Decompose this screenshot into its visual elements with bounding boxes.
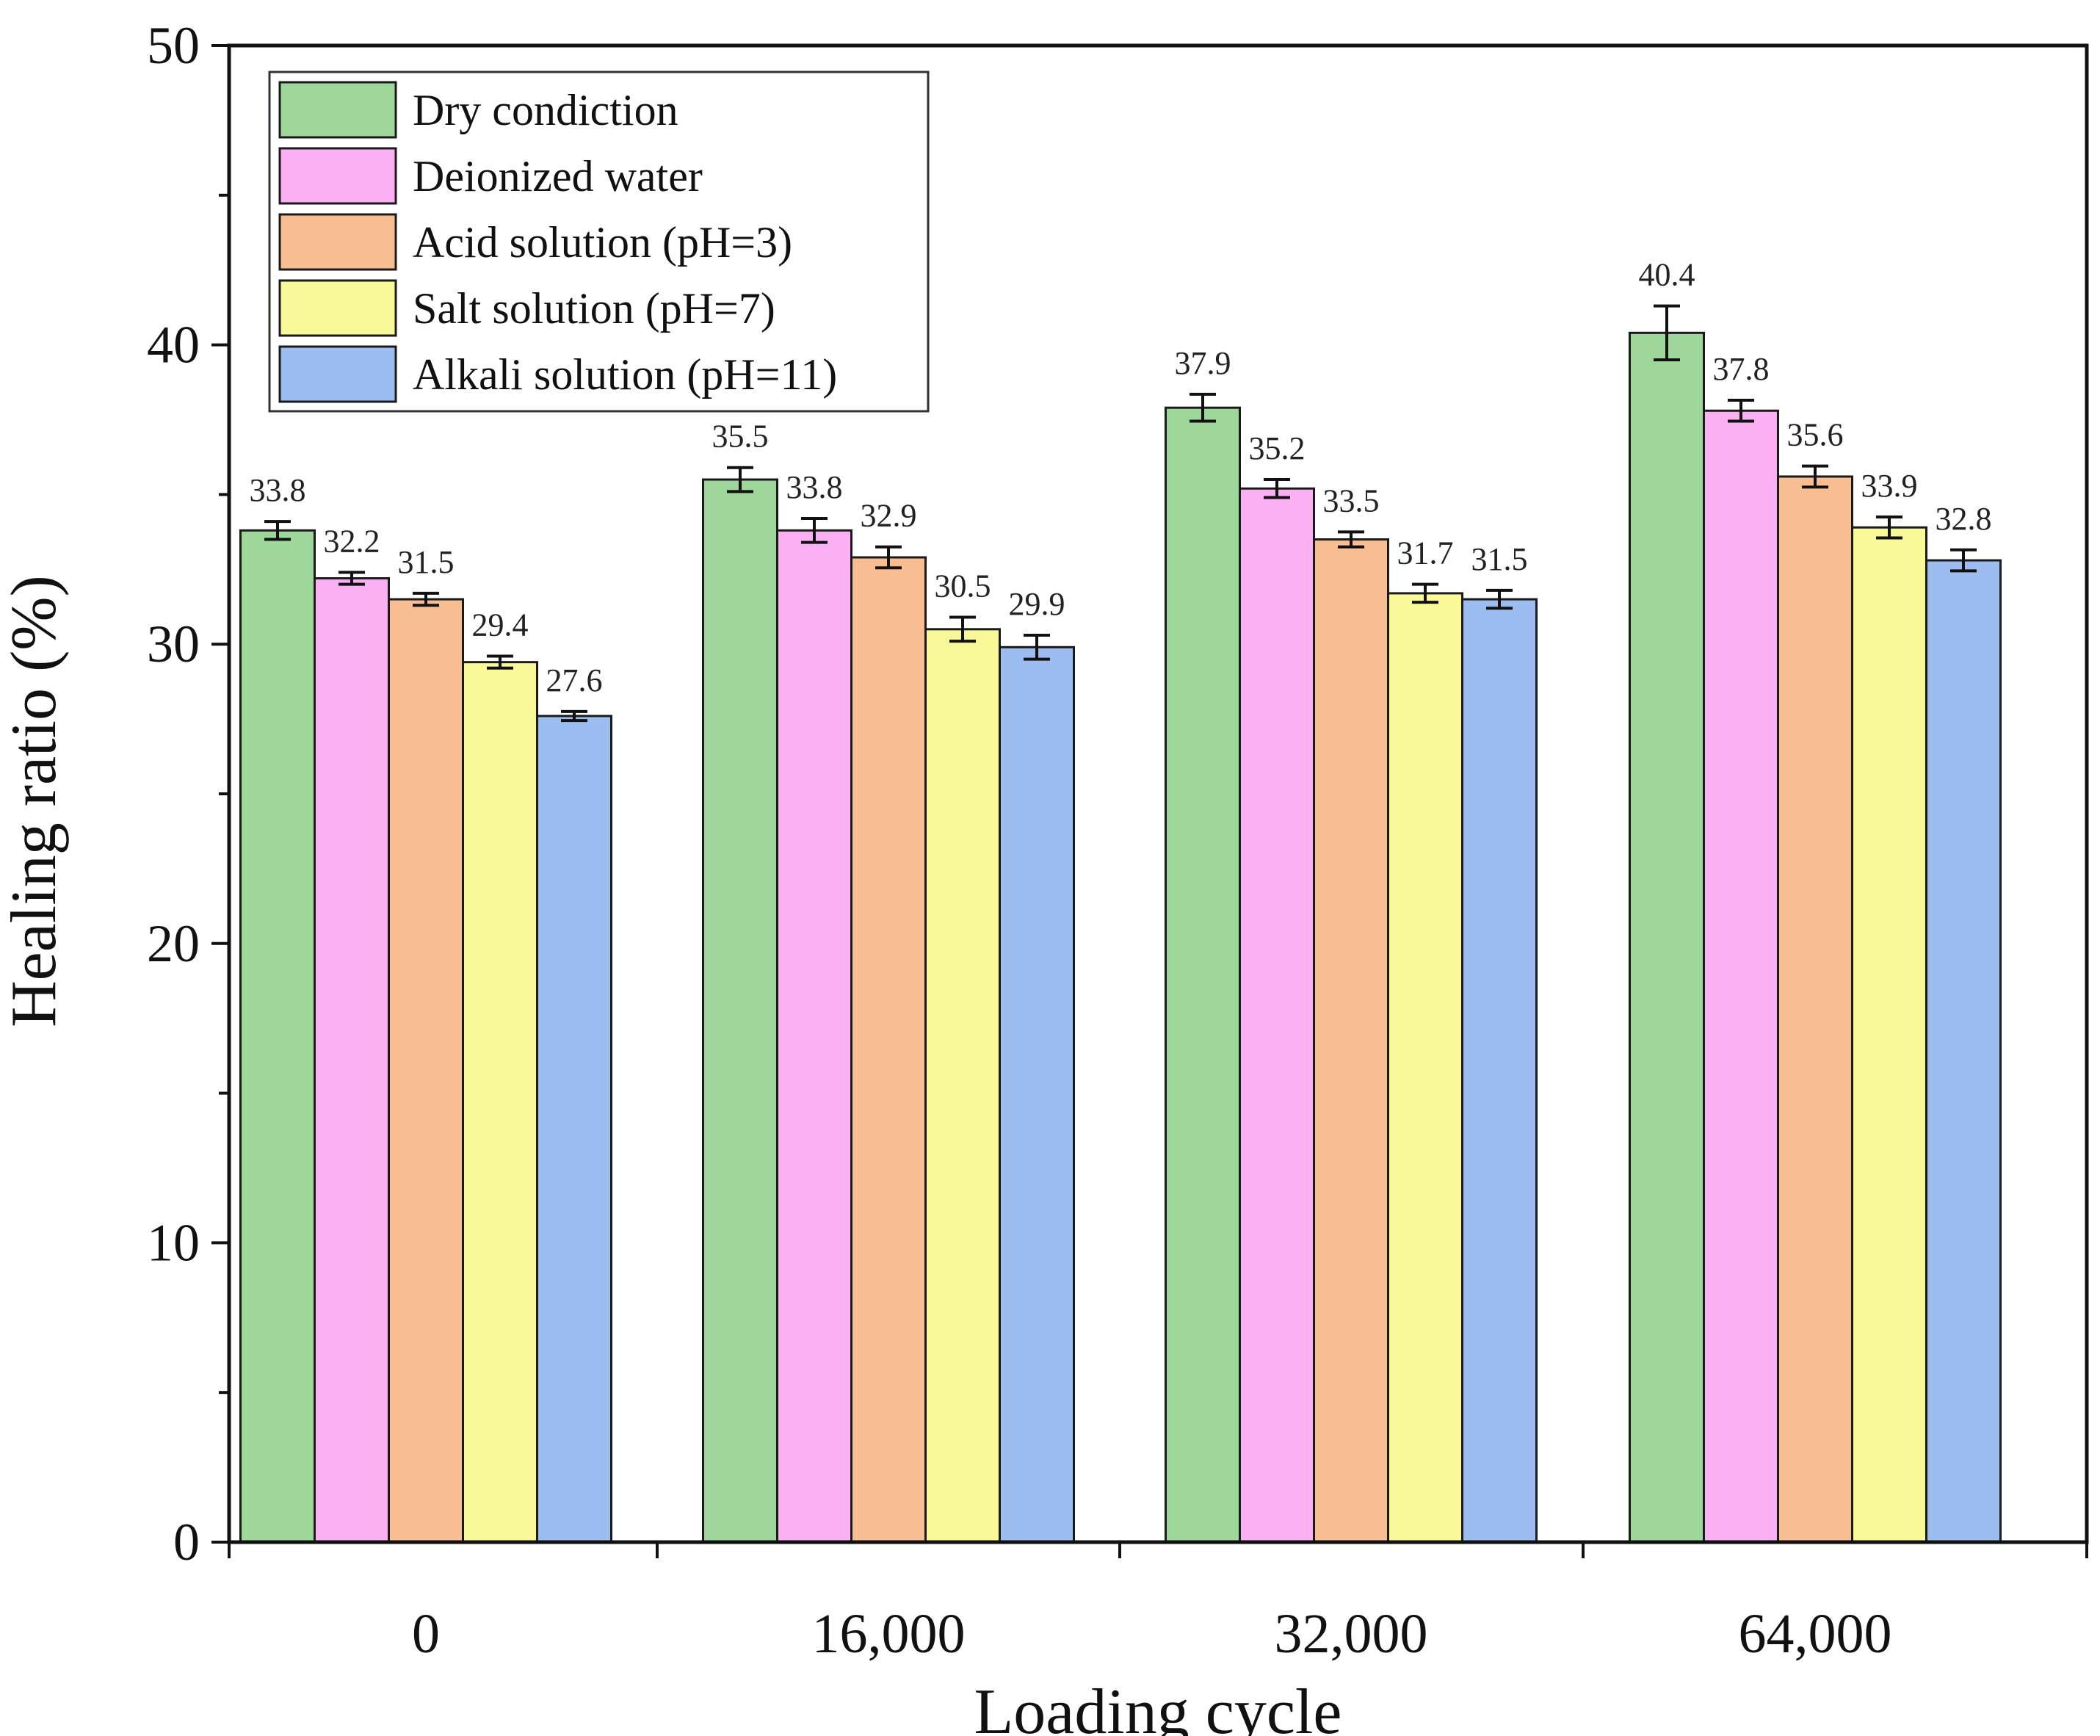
bar <box>1851 526 1927 1544</box>
plot-frame <box>227 43 2089 1544</box>
data-label: 29.4 <box>472 607 529 643</box>
data-label: 30.5 <box>935 568 991 604</box>
data-label: 37.8 <box>1713 351 1770 387</box>
data-label: 33.5 <box>1323 482 1380 518</box>
bar <box>702 478 778 1544</box>
data-label: 31.5 <box>398 544 455 580</box>
x-tick-label: 16,000 <box>812 1603 966 1665</box>
bar <box>314 577 390 1544</box>
bar <box>388 598 464 1544</box>
data-label: 35.2 <box>1249 430 1306 466</box>
y-tick-label: 50 <box>147 16 200 75</box>
data-label: 40.4 <box>1639 257 1695 293</box>
data-label: 31.5 <box>1471 541 1528 577</box>
data-label: 32.9 <box>861 498 917 534</box>
y-tick-label: 30 <box>147 615 200 673</box>
data-label: 33.8 <box>786 469 843 505</box>
bar <box>850 556 927 1544</box>
legend-label: Deionized water <box>413 152 703 200</box>
bar <box>1461 598 1538 1544</box>
y-axis-title: Healing ratio (%) <box>0 575 70 1027</box>
bar <box>1925 559 2002 1544</box>
bar <box>999 645 1075 1544</box>
legend: Dry condiction Deionized water Acid soluti… <box>268 70 930 413</box>
data-label: 33.8 <box>250 472 306 508</box>
legend-label: Dry condiction <box>413 86 678 134</box>
bar <box>1703 409 1779 1544</box>
data-label: 27.6 <box>546 662 603 698</box>
bar <box>462 661 538 1544</box>
bar <box>1313 538 1389 1544</box>
bar <box>1239 487 1315 1544</box>
data-label: 31.7 <box>1397 535 1454 571</box>
y-tick-label: 20 <box>147 914 200 973</box>
y-tick-label: 0 <box>173 1513 200 1572</box>
legend-label: Salt solution (pH=7) <box>413 284 775 333</box>
bar <box>536 715 612 1544</box>
data-label: 33.9 <box>1861 468 1918 504</box>
x-axis-title: Loading cycle <box>974 1677 1342 1736</box>
bar <box>1387 592 1463 1544</box>
legend-swatch <box>278 147 397 205</box>
legend-swatch <box>278 213 397 271</box>
data-label: 35.6 <box>1787 417 1844 453</box>
bar <box>1777 475 1853 1544</box>
legend-swatch <box>278 345 397 403</box>
bar <box>1165 406 1241 1544</box>
bar <box>239 529 316 1544</box>
bar <box>924 628 1001 1544</box>
legend-swatch <box>278 279 397 337</box>
legend-label: Acid solution (pH=3) <box>413 218 792 267</box>
data-label: 29.9 <box>1009 586 1065 622</box>
bar <box>1629 331 1705 1544</box>
y-tick-label: 10 <box>147 1213 200 1272</box>
x-tick-label: 64,000 <box>1739 1603 1892 1665</box>
bar <box>776 529 852 1544</box>
y-tick-label: 40 <box>147 316 200 375</box>
data-label: 32.8 <box>1936 501 1992 537</box>
data-label: 35.5 <box>712 419 769 455</box>
data-label: 37.9 <box>1175 345 1231 381</box>
x-tick-label: 0 <box>412 1603 440 1665</box>
data-label: 32.2 <box>324 523 380 559</box>
legend-label: Alkali solution (pH=11) <box>413 350 837 399</box>
legend-swatch <box>278 81 397 139</box>
x-tick-label: 32,000 <box>1275 1603 1428 1665</box>
